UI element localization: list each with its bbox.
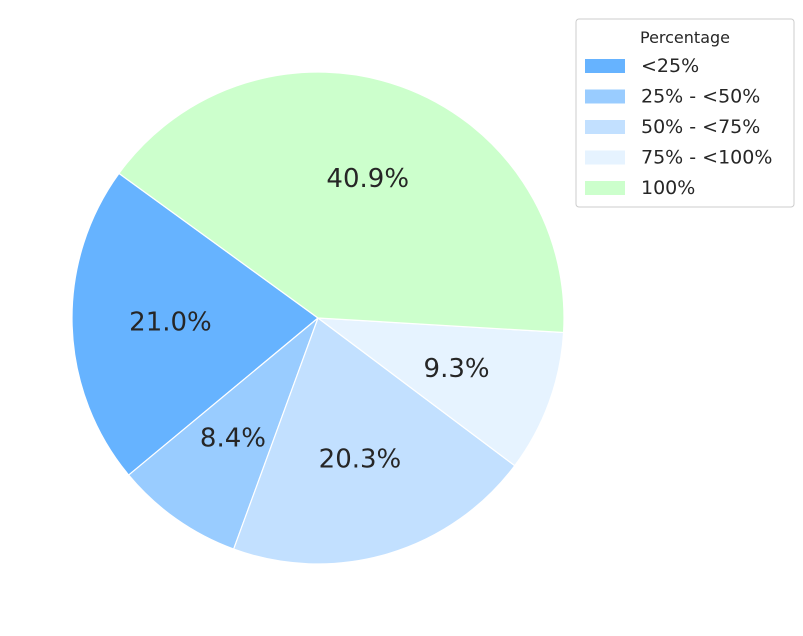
legend-title: Percentage (640, 28, 730, 47)
legend: Percentage <25% 25% - <50% 50% - <75% 75% -… (575, 18, 795, 208)
pie-value-label: 9.3% (424, 354, 490, 384)
pie-value-label: 20.3% (319, 445, 402, 475)
pie-slices (71, 71, 565, 565)
legend-label: <25% (641, 55, 699, 77)
legend-swatch (585, 120, 625, 134)
legend-swatch (585, 181, 625, 195)
legend-items: <25% 25% - <50% 50% - <75% 75% - <100% 100% (585, 55, 772, 199)
pie-slice-100 (118, 71, 565, 334)
pie-slice-50-75 (232, 317, 516, 565)
legend-swatch (585, 150, 625, 165)
pie-value-label: 8.4% (200, 424, 266, 454)
legend-frame (575, 18, 795, 208)
legend-label: 50% - <75% (641, 116, 760, 138)
legend-label: 100% (641, 177, 695, 199)
legend-swatch (585, 89, 625, 104)
pie-slice-75-100 (316, 317, 565, 467)
legend-label: 25% - <50% (641, 86, 760, 108)
legend-swatch (585, 59, 625, 73)
legend-label: 75% - <100% (641, 147, 772, 169)
pie-slice-25 (71, 172, 319, 476)
pie-value-label: 40.9% (326, 164, 409, 194)
pie-slice-25-50 (127, 316, 320, 550)
pie-value-label: 21.0% (129, 308, 212, 338)
pie-value-labels: 21.0% 8.4% 20.3% 9.3% 40.9% (129, 164, 489, 474)
